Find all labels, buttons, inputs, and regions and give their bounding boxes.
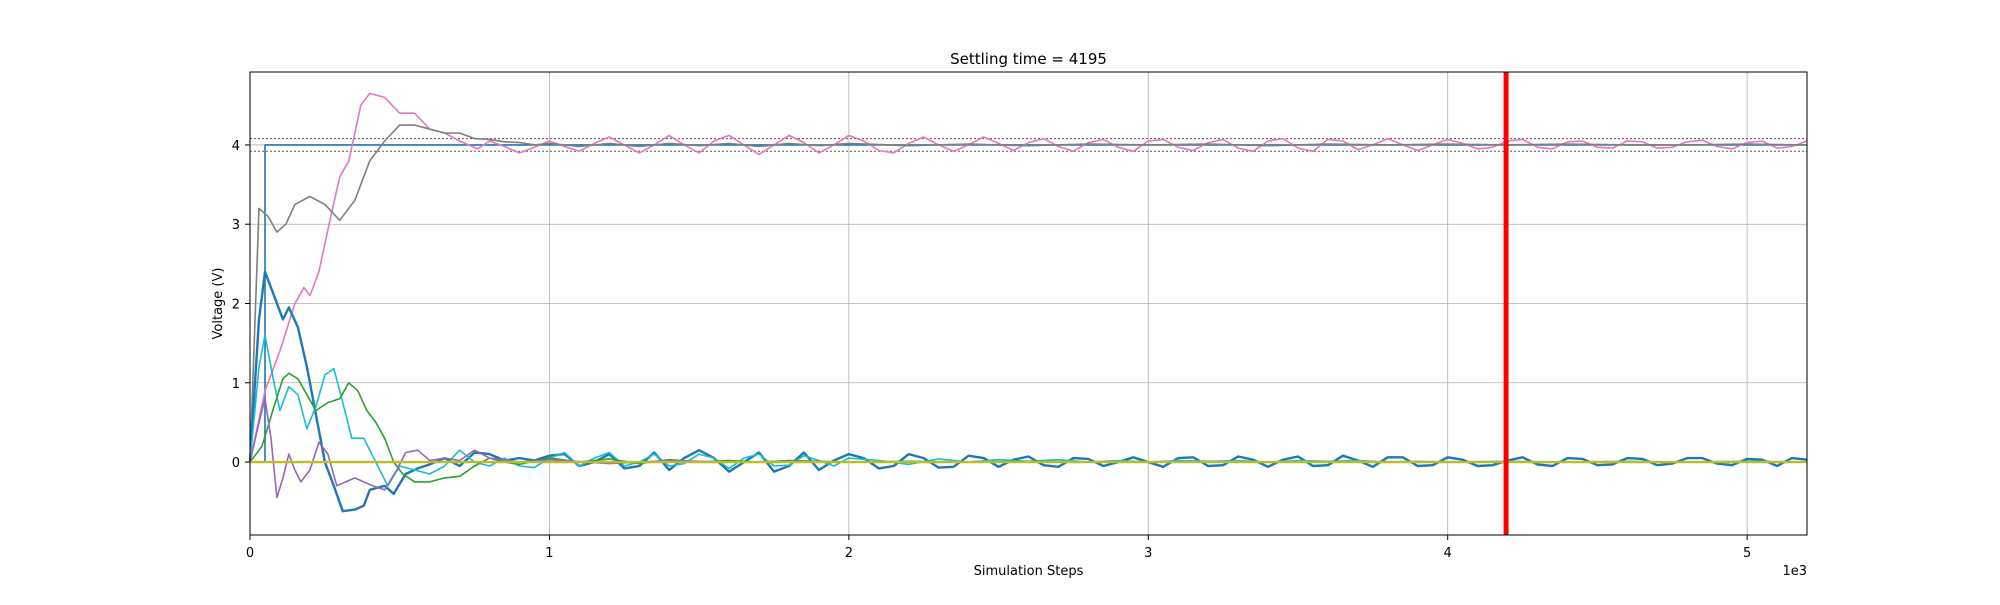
y-axis-label: Voltage (V) [211, 268, 226, 340]
x-axis-offset-label: 1e3 [1782, 564, 1807, 579]
y-tick-label: 3 [232, 218, 240, 233]
y-tick-label: 2 [232, 298, 240, 313]
y-tick-label: 1 [232, 377, 240, 392]
y-tick-label: 0 [232, 456, 240, 471]
chart-title: Settling time = 4195 [950, 50, 1107, 68]
x-tick-label: 1 [545, 546, 553, 561]
series-line-1 [249, 92, 1808, 463]
reference-lines [250, 138, 1807, 152]
x-tick-label: 3 [1144, 546, 1152, 561]
y-tick-label: 4 [232, 139, 240, 154]
series-line-2 [249, 124, 1808, 463]
x-tick-label: 2 [845, 546, 853, 561]
x-axis-label: Simulation Steps [974, 564, 1084, 579]
series-lines [248, 92, 1808, 513]
axis-ticks: 0 1 2 3 4 5 0 1 2 3 4 [232, 139, 1752, 561]
x-tick-label: 0 [246, 546, 254, 561]
x-tick-label: 4 [1444, 546, 1452, 561]
x-tick-label: 5 [1743, 546, 1751, 561]
